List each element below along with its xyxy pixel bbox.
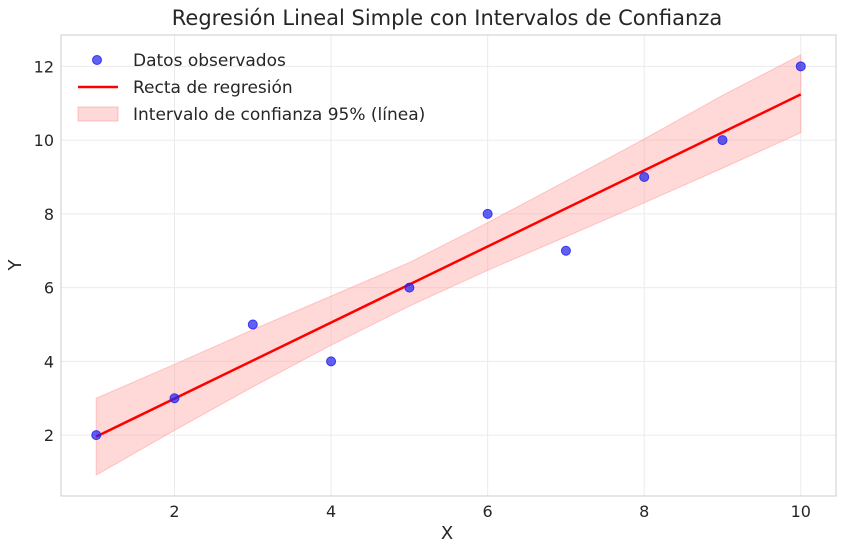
y-tick-label: 4: [44, 352, 54, 371]
y-tick-label: 6: [44, 279, 54, 298]
scatter-point: [91, 430, 102, 441]
x-tick-label: 4: [326, 502, 336, 521]
legend: Datos observados Recta de regresión Inte…: [77, 51, 425, 125]
scatter-point: [717, 135, 728, 146]
scatter-point: [795, 61, 806, 72]
x-axis-label: X: [441, 523, 453, 544]
regression-line: [95, 93, 802, 438]
scatter-point: [639, 171, 650, 182]
regression-line-layer: [95, 93, 802, 438]
scatter-points-layer: [91, 61, 806, 441]
x-tick-label: 8: [639, 502, 649, 521]
plot-frame: [60, 34, 837, 497]
chart-title: Regresión Lineal Simple con Intervalos d…: [172, 6, 722, 30]
y-tick-label: 10: [34, 131, 54, 150]
x-axis-ticks: 2 4 6 8 10: [169, 502, 811, 521]
legend-marker-band: [77, 106, 119, 122]
scatter-point: [404, 282, 415, 293]
legend-marker-scatter: [92, 55, 102, 65]
legend-label-scatter: Datos observados: [133, 51, 286, 71]
scatter-point: [247, 319, 258, 330]
scatter-point: [326, 356, 337, 367]
y-tick-label: 12: [34, 57, 54, 76]
y-tick-label: 8: [44, 205, 54, 224]
legend-label-line: Recta de regresión: [133, 78, 293, 98]
x-tick-label: 10: [791, 502, 811, 521]
y-axis-label: Y: [5, 259, 26, 272]
x-tick-label: 6: [483, 502, 493, 521]
legend-label-band: Intervalo de confianza 95% (línea): [133, 105, 425, 125]
y-tick-label: 2: [44, 426, 54, 445]
scatter-point: [169, 393, 180, 404]
scatter-point: [482, 208, 493, 219]
y-axis-ticks: 2 4 6 8 10 12: [34, 57, 54, 445]
scatter-point: [560, 245, 571, 256]
x-tick-label: 2: [169, 502, 179, 521]
